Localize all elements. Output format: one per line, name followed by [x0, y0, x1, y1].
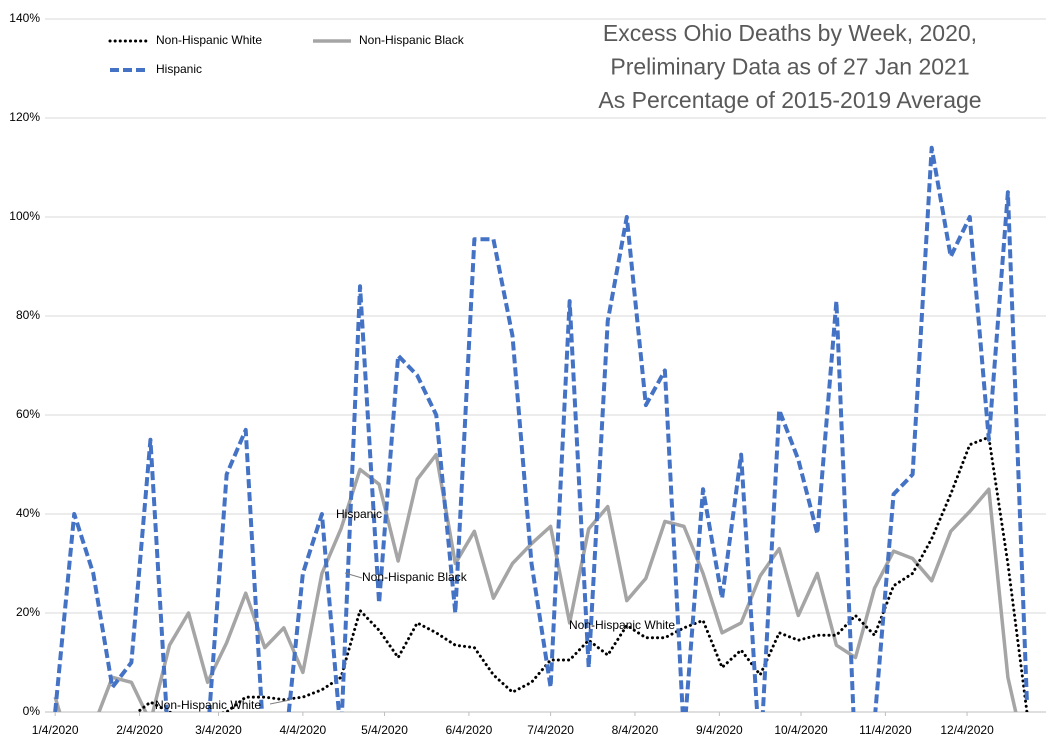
y-tick-label: 40% — [16, 506, 40, 520]
x-tick-label: 6/4/2020 — [446, 723, 493, 737]
annotation: Hispanic — [336, 507, 382, 521]
chart-title: Excess Ohio Deaths by Week, 2020, — [603, 20, 977, 46]
y-tick-label: 80% — [16, 308, 40, 322]
x-tick-label: 11/4/2020 — [859, 723, 912, 737]
x-tick-label: 9/4/2020 — [696, 723, 743, 737]
x-tick-label: 10/4/2020 — [774, 723, 828, 737]
y-tick-label: 0% — [23, 704, 41, 718]
annotation: Non-Hispanic White — [155, 698, 261, 712]
series-line — [135, 435, 1029, 712]
leader-line — [344, 572, 363, 579]
chart-title: As Percentage of 2015-2019 Average — [598, 87, 981, 113]
chart-title: Preliminary Data as of 27 Jan 2021 — [610, 54, 969, 80]
y-tick-label: 60% — [16, 407, 40, 421]
annotation: Non-Hispanic Black — [362, 570, 468, 584]
x-tick-label: 12/4/2020 — [940, 723, 994, 737]
legend-label: Non-Hispanic White — [156, 33, 262, 47]
legend-label: Non-Hispanic Black — [359, 33, 465, 47]
x-tick-label: 8/4/2020 — [612, 723, 659, 737]
leader-line — [269, 699, 291, 705]
series-line — [53, 145, 1029, 712]
y-tick-label: 120% — [9, 110, 40, 124]
plot-area — [53, 145, 1029, 712]
y-tick-label: 100% — [9, 209, 40, 223]
x-tick-label: 4/4/2020 — [280, 723, 327, 737]
x-tick-label: 3/4/2020 — [195, 723, 242, 737]
x-tick-label: 5/4/2020 — [361, 723, 408, 737]
y-tick-label: 140% — [9, 11, 40, 25]
y-tick-label: 20% — [16, 605, 40, 619]
legend-label: Hispanic — [156, 62, 202, 76]
x-tick-label: 1/4/2020 — [32, 723, 79, 737]
annotation: Non-Hispanic White — [569, 618, 675, 632]
x-tick-label: 2/4/2020 — [116, 723, 163, 737]
x-tick-label: 7/4/2020 — [527, 723, 574, 737]
series-line — [53, 452, 1018, 712]
